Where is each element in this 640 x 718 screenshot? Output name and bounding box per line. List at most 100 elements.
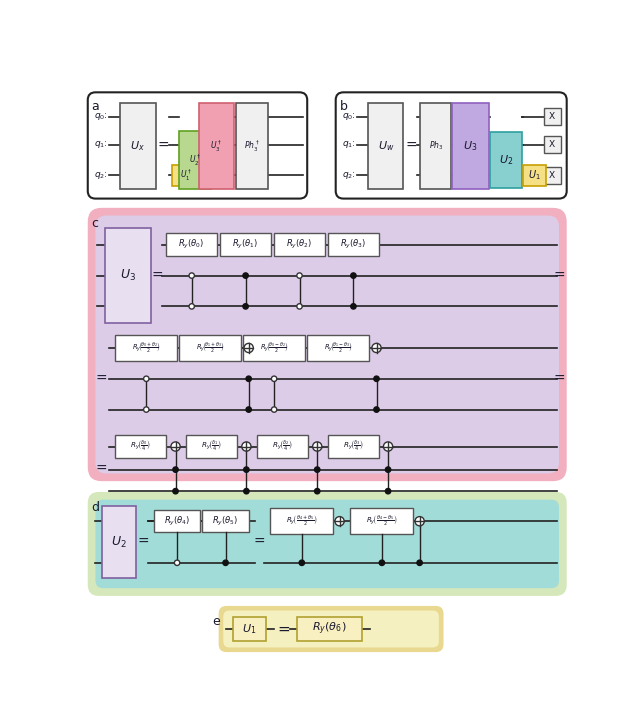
FancyBboxPatch shape <box>179 335 241 361</box>
Text: $q_1$:: $q_1$: <box>94 139 108 150</box>
FancyBboxPatch shape <box>297 617 362 640</box>
FancyBboxPatch shape <box>220 233 271 256</box>
FancyBboxPatch shape <box>115 335 177 361</box>
Text: e: e <box>212 615 220 628</box>
FancyBboxPatch shape <box>88 93 307 199</box>
Text: $U_1$: $U_1$ <box>528 169 541 182</box>
Circle shape <box>314 488 320 494</box>
Text: =: = <box>151 269 163 283</box>
Circle shape <box>189 273 195 279</box>
FancyBboxPatch shape <box>198 103 234 190</box>
Circle shape <box>143 376 149 381</box>
FancyBboxPatch shape <box>105 228 151 323</box>
Circle shape <box>380 560 385 566</box>
Text: $R_y(\theta_2)$: $R_y(\theta_2)$ <box>286 238 313 251</box>
Text: $R_y\!\left(\frac{\delta_0}{4}\right)$: $R_y\!\left(\frac{\delta_0}{4}\right)$ <box>131 439 152 454</box>
Circle shape <box>271 407 276 412</box>
FancyBboxPatch shape <box>257 435 308 458</box>
Circle shape <box>335 516 344 526</box>
FancyBboxPatch shape <box>307 335 369 361</box>
FancyBboxPatch shape <box>236 103 268 190</box>
Text: =: = <box>553 269 565 283</box>
FancyBboxPatch shape <box>350 508 413 534</box>
Text: $q_1$:: $q_1$: <box>342 139 356 150</box>
Text: $R_y\!\left(\!\frac{\theta_0-\theta_2}{2}\!\right)$: $R_y\!\left(\!\frac{\theta_0-\theta_2}{2… <box>260 340 288 355</box>
FancyBboxPatch shape <box>102 505 136 578</box>
FancyBboxPatch shape <box>223 610 439 648</box>
Text: d: d <box>92 501 100 514</box>
Text: $R_y(\theta_0)$: $R_y(\theta_0)$ <box>179 238 205 251</box>
FancyBboxPatch shape <box>328 435 379 458</box>
Text: $U_2$: $U_2$ <box>499 153 513 167</box>
Circle shape <box>312 442 322 451</box>
Circle shape <box>297 304 302 309</box>
Circle shape <box>246 376 252 381</box>
Circle shape <box>374 376 380 381</box>
FancyBboxPatch shape <box>88 208 566 481</box>
FancyBboxPatch shape <box>95 500 559 588</box>
Text: =: = <box>96 462 108 476</box>
Circle shape <box>243 304 248 309</box>
Text: $Ph_3^\dagger$: $Ph_3^\dagger$ <box>244 139 260 154</box>
Text: =: = <box>405 139 417 153</box>
Text: $U_w$: $U_w$ <box>378 139 394 153</box>
Text: $R_y\!\left(\frac{\theta_4-\theta_5}{2}\right)$: $R_y\!\left(\frac{\theta_4-\theta_5}{2}\… <box>366 513 398 528</box>
Text: $U_3^\dagger$: $U_3^\dagger$ <box>211 139 222 154</box>
FancyBboxPatch shape <box>202 510 249 532</box>
FancyBboxPatch shape <box>219 606 444 652</box>
Text: $U_2$: $U_2$ <box>111 534 127 549</box>
FancyBboxPatch shape <box>166 233 217 256</box>
Circle shape <box>385 488 391 494</box>
Circle shape <box>171 442 180 451</box>
Text: a: a <box>92 100 99 113</box>
Text: c: c <box>92 217 99 230</box>
Text: =: = <box>253 535 266 549</box>
FancyBboxPatch shape <box>120 103 156 190</box>
FancyBboxPatch shape <box>490 132 522 188</box>
Circle shape <box>351 304 356 309</box>
Text: $q_0$:: $q_0$: <box>342 111 356 123</box>
FancyBboxPatch shape <box>115 435 166 458</box>
Circle shape <box>244 343 253 353</box>
Circle shape <box>271 376 276 381</box>
Circle shape <box>174 560 180 566</box>
Text: =: = <box>277 622 290 637</box>
Text: $q_2$:: $q_2$: <box>94 170 108 181</box>
FancyBboxPatch shape <box>186 435 237 458</box>
Text: $R_y\!\left(\frac{\theta_4+\theta_5}{2}\right)$: $R_y\!\left(\frac{\theta_4+\theta_5}{2}\… <box>286 513 318 528</box>
Text: $R_y(\theta_3)$: $R_y(\theta_3)$ <box>340 238 367 251</box>
Text: $R_y(\theta_6)$: $R_y(\theta_6)$ <box>312 621 347 637</box>
Text: $R_y\!\left(\frac{\delta_1}{4}\right)$: $R_y\!\left(\frac{\delta_1}{4}\right)$ <box>201 439 222 454</box>
Circle shape <box>242 442 251 451</box>
Circle shape <box>415 516 424 526</box>
FancyBboxPatch shape <box>95 215 559 473</box>
Circle shape <box>314 467 320 472</box>
Circle shape <box>223 560 228 566</box>
Circle shape <box>351 273 356 279</box>
Text: X: X <box>549 140 555 149</box>
Text: $U_3$: $U_3$ <box>463 139 477 153</box>
FancyBboxPatch shape <box>543 108 561 126</box>
FancyBboxPatch shape <box>274 233 325 256</box>
FancyBboxPatch shape <box>179 131 211 190</box>
Text: $U_3$: $U_3$ <box>120 268 136 283</box>
Text: $R_y\!\left(\!\frac{\theta_0+\theta_2}{2}\!\right)$: $R_y\!\left(\!\frac{\theta_0+\theta_2}{2… <box>132 340 161 355</box>
Text: $R_y\!\left(\!\frac{\theta_1+\theta_3}{2}\!\right)$: $R_y\!\left(\!\frac{\theta_1+\theta_3}{2… <box>196 340 224 355</box>
Text: b: b <box>340 100 348 113</box>
Text: $q_2$:: $q_2$: <box>342 170 356 181</box>
Text: X: X <box>549 113 555 121</box>
FancyBboxPatch shape <box>543 136 561 153</box>
Text: $R_y\!\left(\!\frac{\theta_1-\theta_3}{2}\!\right)$: $R_y\!\left(\!\frac{\theta_1-\theta_3}{2… <box>324 340 352 355</box>
Text: $U_x$: $U_x$ <box>131 139 145 153</box>
Circle shape <box>385 467 391 472</box>
Circle shape <box>173 488 178 494</box>
FancyBboxPatch shape <box>368 103 403 190</box>
Circle shape <box>173 467 178 472</box>
FancyBboxPatch shape <box>328 233 379 256</box>
Circle shape <box>244 467 249 472</box>
Circle shape <box>374 407 380 412</box>
FancyBboxPatch shape <box>452 103 489 190</box>
FancyBboxPatch shape <box>336 93 566 199</box>
Circle shape <box>244 488 249 494</box>
Text: X: X <box>549 171 555 180</box>
